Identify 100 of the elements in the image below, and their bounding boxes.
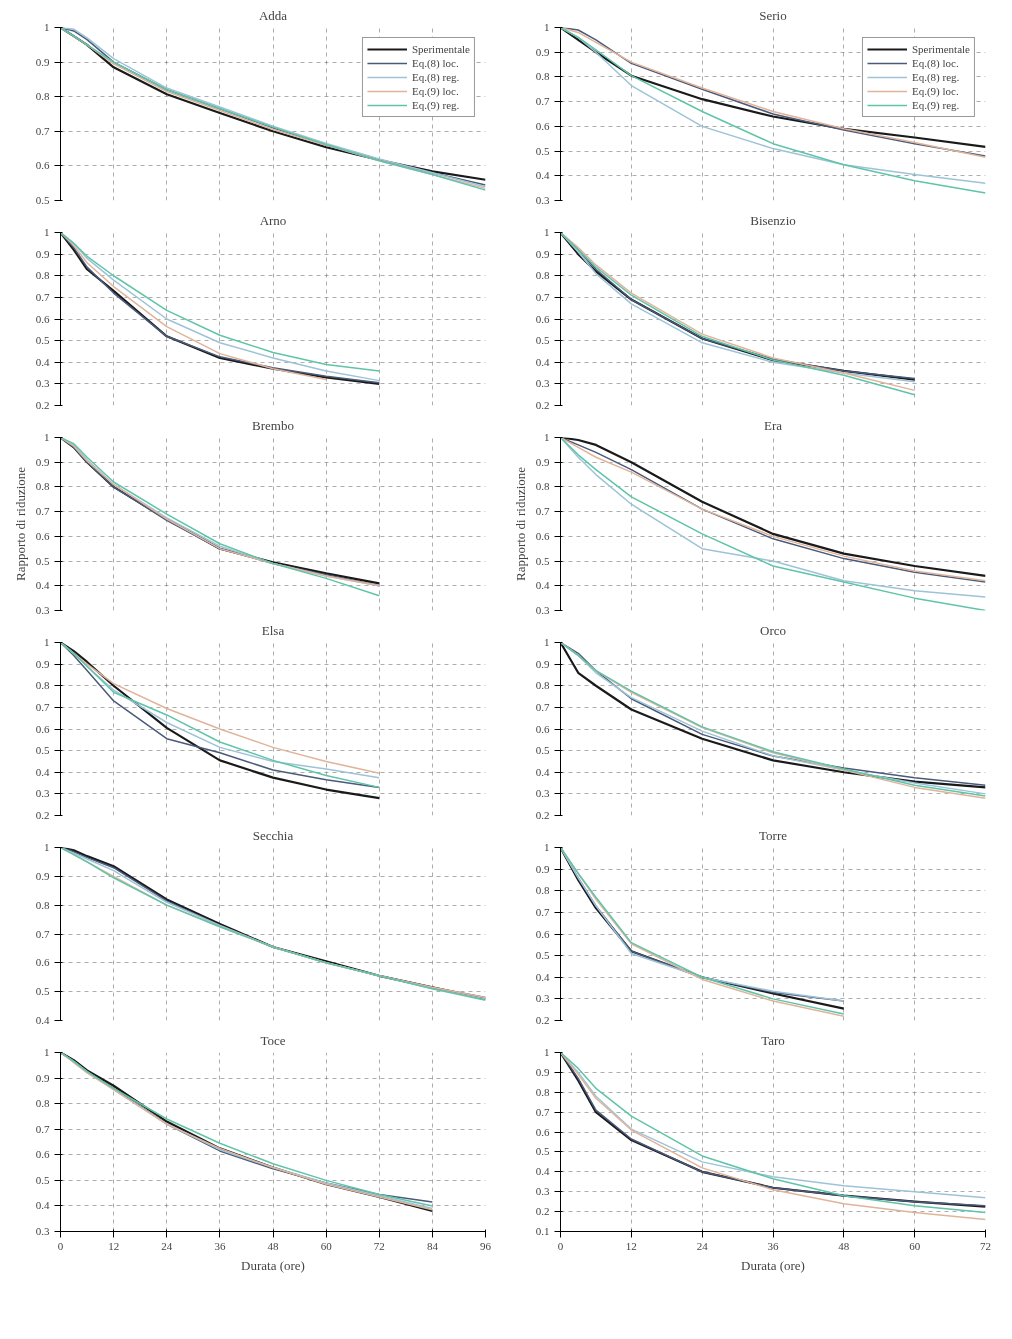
y-tick-label: 0.8 bbox=[535, 269, 550, 282]
y-tick-label: 1 bbox=[44, 21, 50, 33]
y-tick-label: 0.7 bbox=[35, 1122, 50, 1135]
y-tick-label: 0.6 bbox=[35, 722, 50, 735]
chart-title: Orco bbox=[760, 622, 787, 638]
y-tick-label: 1 bbox=[44, 431, 50, 443]
x-tick-label: 24 bbox=[696, 1239, 709, 1252]
y-tick-label: 0.8 bbox=[535, 679, 550, 692]
y-tick-label: 0.8 bbox=[535, 1085, 550, 1098]
y-tick-label: 0.4 bbox=[535, 355, 550, 368]
y-tick-label: 0.4 bbox=[535, 169, 550, 182]
y-tick-label: 1 bbox=[544, 841, 550, 853]
legend-label: Eq.(8) reg. bbox=[911, 70, 960, 84]
y-tick-label: 0.8 bbox=[535, 884, 550, 897]
y-tick-label: 0.7 bbox=[35, 290, 50, 303]
y-tick-label: 0.5 bbox=[535, 334, 550, 347]
y-tick-label: 0.7 bbox=[535, 505, 550, 518]
chart-title: Secchia bbox=[252, 827, 294, 843]
y-tick-label: 0.9 bbox=[35, 1071, 50, 1084]
legend-label: Eq.(9) reg. bbox=[411, 98, 460, 112]
chart-title: Serio bbox=[759, 7, 787, 23]
legend-label: Eq.(9) loc. bbox=[911, 84, 959, 98]
y-tick-label: 0.7 bbox=[535, 700, 550, 713]
y-tick-label: 0.9 bbox=[35, 657, 50, 670]
y-tick-label: 0.8 bbox=[35, 679, 50, 692]
y-tick-label: 0.8 bbox=[35, 269, 50, 282]
y-tick-label: 0.6 bbox=[535, 722, 550, 735]
y-tick-label: 0.6 bbox=[535, 1125, 550, 1138]
y-tick-label: 0.9 bbox=[535, 1065, 550, 1078]
y-tick-label: 0.4 bbox=[535, 1165, 550, 1178]
y-tick-label: 0.4 bbox=[35, 765, 50, 778]
y-tick-label: 0.5 bbox=[535, 1145, 550, 1158]
y-tick-label: 1 bbox=[544, 636, 550, 648]
y-tick-label: 0.5 bbox=[535, 144, 550, 157]
y-axis-title: Rapporto di riduzione bbox=[12, 466, 28, 582]
chart-title: Arno bbox=[259, 212, 287, 228]
y-tick-label: 0.2 bbox=[535, 809, 550, 821]
y-tick-label: 0.9 bbox=[35, 869, 50, 882]
x-tick-label: 12 bbox=[625, 1239, 637, 1252]
y-tick-label: 1 bbox=[44, 226, 50, 238]
y-tick-label: 0.5 bbox=[535, 949, 550, 962]
y-tick-label: 0.9 bbox=[535, 862, 550, 875]
y-tick-label: 0.7 bbox=[35, 927, 50, 940]
y-tick-label: 0.1 bbox=[535, 1225, 550, 1237]
y-tick-label: 0.5 bbox=[35, 194, 50, 206]
y-tick-label: 0.4 bbox=[35, 1014, 50, 1026]
y-tick-label: 0.3 bbox=[535, 992, 550, 1005]
y-tick-label: 0.9 bbox=[535, 657, 550, 670]
y-tick-label: 0.8 bbox=[535, 480, 550, 493]
x-tick-label: 0 bbox=[557, 1239, 564, 1252]
chart-title: Adda bbox=[258, 7, 288, 23]
y-tick-label: 0.8 bbox=[35, 898, 50, 911]
x-tick-label: 84 bbox=[426, 1239, 439, 1252]
legend-label: Eq.(9) reg. bbox=[911, 98, 960, 112]
y-tick-label: 0.6 bbox=[535, 927, 550, 940]
y-tick-label: 0.3 bbox=[35, 604, 50, 616]
y-tick-label: 0.6 bbox=[535, 119, 550, 132]
y-tick-label: 0.8 bbox=[35, 1097, 50, 1110]
y-tick-label: 0.9 bbox=[35, 455, 50, 468]
y-tick-label: 0.2 bbox=[535, 1014, 550, 1026]
y-tick-label: 0.8 bbox=[35, 90, 50, 103]
y-tick-label: 0.9 bbox=[35, 55, 50, 68]
legend-label: Eq.(9) loc. bbox=[411, 84, 459, 98]
y-tick-label: 1 bbox=[544, 21, 550, 33]
chart-title: Era bbox=[763, 417, 783, 433]
y-tick-label: 1 bbox=[544, 1046, 550, 1058]
legend-label: Eq.(8) reg. bbox=[411, 70, 460, 84]
y-tick-label: 0.7 bbox=[535, 290, 550, 303]
y-tick-label: 0.4 bbox=[35, 355, 50, 368]
y-tick-label: 0.3 bbox=[535, 1185, 550, 1198]
legend-label: Eq.(8) loc. bbox=[911, 56, 959, 70]
chart-title: Brembo bbox=[252, 417, 294, 433]
y-tick-label: 0.2 bbox=[35, 809, 50, 821]
y-tick-label: 0.6 bbox=[35, 312, 50, 325]
y-tick-label: 0.2 bbox=[35, 399, 50, 411]
y-tick-label: 0.8 bbox=[35, 480, 50, 493]
y-tick-label: 0.5 bbox=[35, 334, 50, 347]
y-tick-label: 1 bbox=[544, 431, 550, 443]
chart-title: Elsa bbox=[261, 622, 285, 638]
y-tick-label: 0.7 bbox=[35, 700, 50, 713]
y-tick-label: 0.3 bbox=[35, 377, 50, 390]
legend-label: Sperimentale bbox=[411, 42, 470, 56]
y-tick-label: 0.3 bbox=[35, 1225, 50, 1237]
y-axis-title: Rapporto di riduzione bbox=[512, 466, 528, 582]
y-tick-label: 0.5 bbox=[35, 554, 50, 567]
y-tick-label: 0.9 bbox=[35, 247, 50, 260]
legend-label: Eq.(8) loc. bbox=[411, 56, 459, 70]
y-tick-label: 0.5 bbox=[35, 1173, 50, 1186]
x-tick-label: 24 bbox=[161, 1239, 173, 1252]
y-tick-label: 0.7 bbox=[535, 1105, 550, 1118]
y-tick-label: 0.5 bbox=[35, 985, 50, 998]
y-tick-label: 0.4 bbox=[35, 1199, 50, 1212]
y-tick-label: 0.3 bbox=[535, 377, 550, 390]
chart-title: Torre bbox=[759, 827, 788, 843]
y-tick-label: 0.6 bbox=[535, 529, 550, 542]
y-tick-label: 0.3 bbox=[35, 787, 50, 800]
x-axis-title: Durata (ore) bbox=[741, 1257, 805, 1273]
x-axis-title: Durata (ore) bbox=[241, 1257, 305, 1273]
y-tick-label: 0.3 bbox=[535, 604, 550, 616]
y-tick-label: 0.9 bbox=[535, 247, 550, 260]
